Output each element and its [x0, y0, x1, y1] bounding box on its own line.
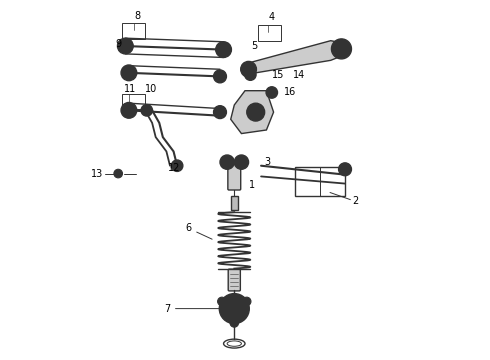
Circle shape — [336, 44, 347, 54]
Circle shape — [220, 294, 249, 324]
Circle shape — [214, 70, 226, 83]
Circle shape — [244, 65, 253, 73]
Text: 12: 12 — [168, 163, 181, 173]
Circle shape — [217, 109, 223, 116]
Circle shape — [121, 42, 130, 50]
Text: 1: 1 — [248, 180, 255, 190]
Text: 9: 9 — [116, 39, 122, 49]
Text: 13: 13 — [91, 168, 103, 179]
Polygon shape — [231, 91, 273, 134]
Circle shape — [116, 171, 121, 176]
Text: 5: 5 — [251, 41, 258, 51]
Text: 4: 4 — [268, 13, 274, 22]
Circle shape — [238, 158, 245, 166]
Circle shape — [114, 169, 122, 178]
Circle shape — [124, 106, 133, 115]
Bar — [122, 23, 145, 39]
Bar — [258, 24, 281, 41]
Text: 7: 7 — [164, 303, 222, 314]
Text: 16: 16 — [284, 87, 296, 98]
Circle shape — [220, 299, 224, 303]
Circle shape — [234, 155, 248, 169]
Circle shape — [331, 39, 351, 59]
Bar — [231, 196, 238, 210]
Text: 11: 11 — [123, 84, 136, 94]
Text: 15: 15 — [272, 69, 284, 80]
Text: 8: 8 — [134, 12, 141, 21]
Circle shape — [266, 87, 277, 98]
Circle shape — [172, 160, 183, 171]
Circle shape — [230, 304, 239, 313]
Text: 3: 3 — [265, 157, 271, 167]
Text: 2: 2 — [352, 197, 358, 206]
Circle shape — [218, 297, 226, 306]
Circle shape — [141, 105, 152, 116]
Circle shape — [243, 297, 251, 306]
Circle shape — [223, 158, 231, 166]
Circle shape — [245, 69, 256, 80]
Circle shape — [144, 108, 149, 113]
Text: 10: 10 — [145, 84, 157, 94]
Circle shape — [216, 42, 231, 58]
Circle shape — [245, 299, 249, 303]
Circle shape — [118, 38, 133, 54]
Text: 6: 6 — [185, 223, 212, 239]
FancyBboxPatch shape — [228, 269, 241, 291]
Circle shape — [121, 103, 137, 118]
Circle shape — [247, 72, 253, 77]
Circle shape — [251, 108, 260, 116]
Circle shape — [121, 65, 137, 81]
Circle shape — [230, 319, 239, 327]
Circle shape — [224, 298, 245, 319]
Polygon shape — [245, 41, 348, 75]
Circle shape — [124, 68, 133, 77]
FancyBboxPatch shape — [228, 165, 241, 190]
Circle shape — [174, 163, 180, 168]
Circle shape — [241, 62, 256, 77]
Bar — [295, 167, 345, 196]
Circle shape — [269, 90, 275, 95]
Circle shape — [217, 73, 223, 80]
Circle shape — [220, 155, 234, 169]
Circle shape — [342, 166, 348, 173]
Circle shape — [247, 103, 265, 121]
Circle shape — [214, 106, 226, 118]
Circle shape — [339, 163, 351, 176]
Bar — [122, 94, 145, 109]
Circle shape — [219, 45, 228, 54]
Circle shape — [232, 321, 237, 325]
Text: 14: 14 — [293, 69, 305, 80]
